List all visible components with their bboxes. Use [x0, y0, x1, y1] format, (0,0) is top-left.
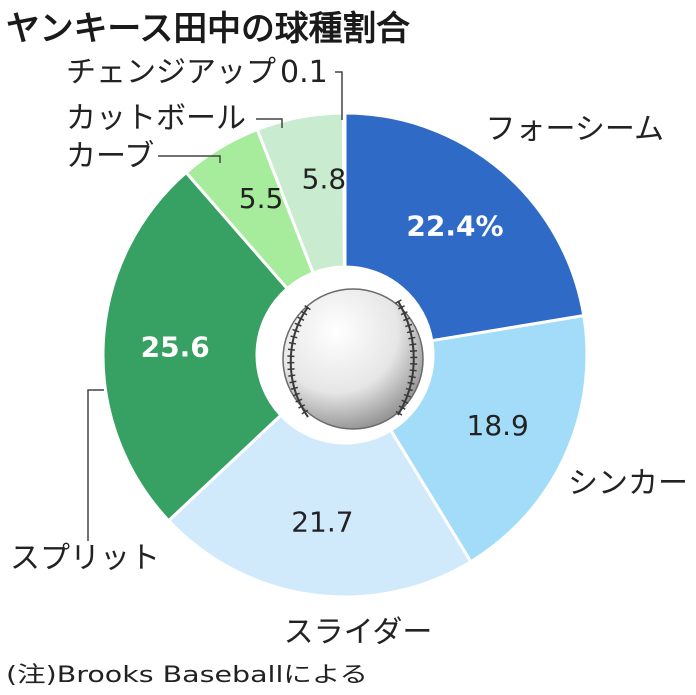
value-label-changeup: 0.1: [280, 55, 328, 90]
name-label-slider: スライダー: [284, 615, 433, 650]
source-note: (注)Brooks Baseballによる: [6, 663, 368, 688]
slice-value-labels: 22.4% 18.9 21.7 25.6 5.5 5.8: [141, 162, 529, 538]
name-label-changeup: チェンジアップ: [66, 55, 276, 90]
value-label-curve: 5.5: [239, 182, 284, 215]
name-label-sinker: シンカー: [568, 466, 688, 501]
ball-stitches: [394, 299, 418, 417]
value-label-sinker: 18.9: [467, 409, 529, 442]
baseball-icon: [282, 288, 424, 430]
name-label-four-seam: フォーシーム: [486, 112, 665, 147]
ball-stitches: [287, 304, 311, 419]
chart-title: ヤンキース田中の球種割合: [6, 9, 410, 49]
ball-body: [282, 288, 424, 430]
value-label-splitter: 25.6: [141, 330, 210, 363]
value-label-four-seam: 22.4%: [406, 209, 503, 242]
value-label-slider: 21.7: [291, 505, 353, 538]
name-label-curve: カーブ: [66, 139, 154, 174]
name-label-splitter: スプリット: [10, 541, 160, 576]
leader-splitter: [87, 389, 104, 541]
value-label-cutter: 5.8: [302, 162, 347, 195]
leader-cutter: [256, 118, 283, 128]
leader-curve: [158, 155, 221, 163]
leader-changeup: [335, 71, 343, 120]
leader-lines: [87, 71, 343, 541]
name-label-cutter: カットボール: [66, 101, 246, 136]
